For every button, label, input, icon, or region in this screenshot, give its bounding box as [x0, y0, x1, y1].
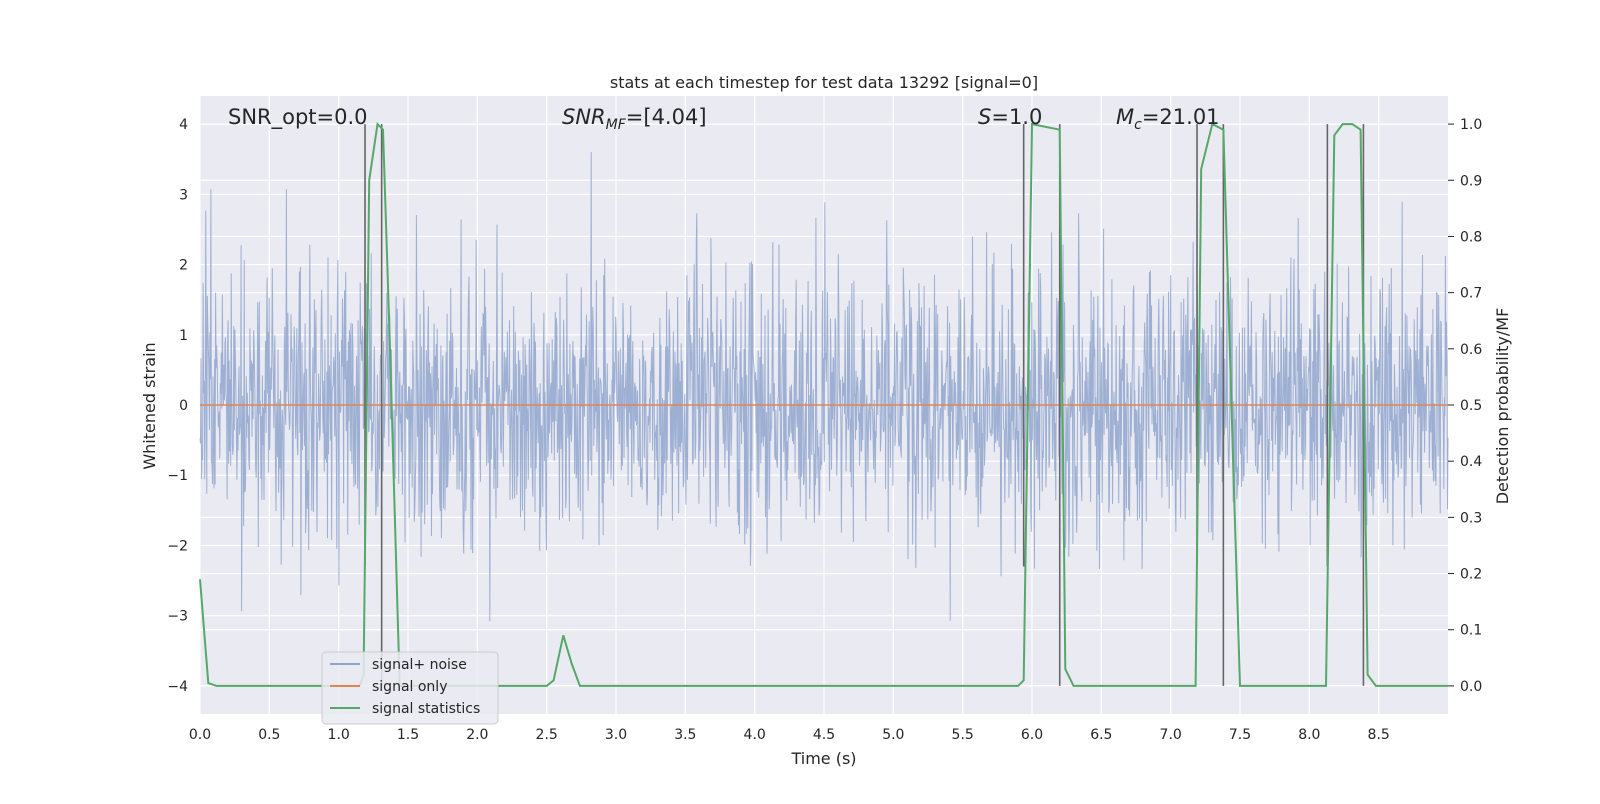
x-tick-label: 2.0: [466, 727, 488, 743]
y-tick-label-left: −4: [167, 679, 188, 695]
x-tick-label: 2.5: [536, 727, 558, 743]
y-tick-label-right: 0.7: [1460, 286, 1482, 302]
annotation-s-main: S: [978, 105, 991, 129]
y-tick-label-left: −3: [167, 609, 188, 625]
y-tick-label-right: 0.8: [1460, 229, 1482, 245]
annotation-snr-opt: SNR_opt=0.0: [228, 105, 368, 130]
x-tick-label: 5.5: [952, 727, 974, 743]
y-tick-label-right: 0.2: [1460, 567, 1482, 583]
x-axis-label: Time (s): [790, 749, 856, 768]
y-tick-label-left: 4: [179, 117, 188, 133]
y-tick-label-left: −2: [167, 538, 188, 554]
y-tick-label-right: 0.3: [1460, 510, 1482, 526]
y-tick-label-right: 0.0: [1460, 679, 1482, 695]
x-tick-label: 3.5: [674, 727, 696, 743]
y-tick-label-right: 0.5: [1460, 398, 1482, 414]
x-tick-label: 1.0: [328, 727, 350, 743]
legend-label-signal-noise: signal+ noise: [372, 657, 467, 673]
y-tick-label-left: −1: [167, 468, 188, 484]
annotation-mc-main: M: [1116, 105, 1134, 129]
x-tick-label: 0.0: [189, 727, 211, 743]
y-tick-label-left: 2: [179, 258, 188, 274]
legend: signal+ noise signal only signal statist…: [321, 651, 499, 725]
legend-box: [321, 651, 499, 725]
y-tick-label-left: 1: [179, 328, 188, 344]
annotation-snr-mf-main: SNR: [562, 105, 606, 129]
annotation-snr-mf-sub: MF: [606, 117, 627, 133]
y-tick-label-left: 3: [179, 187, 188, 203]
y-axis-label-left: Whitened strain: [140, 342, 159, 469]
annotation-mc-sub: c: [1134, 117, 1142, 133]
legend-label-signal-only: signal only: [372, 679, 447, 695]
y-tick-label-right: 0.1: [1460, 623, 1482, 639]
signal-statistics-series: [199, 121, 1448, 687]
x-tick-label: 3.0: [605, 727, 627, 743]
annotation-mc-rest: =21.01: [1142, 105, 1220, 129]
signal-statistics-line: [199, 121, 1448, 687]
x-tick-label: 6.5: [1090, 727, 1112, 743]
annotation-snr-mf-rest: =[4.04]: [626, 105, 707, 129]
legend-label-signal-statistics: signal statistics: [372, 701, 480, 717]
y-tick-label-right: 1.0: [1460, 117, 1482, 133]
annotation-s: S=1.0: [978, 105, 1042, 129]
x-tick-label: 5.0: [882, 727, 904, 743]
annotation-s-rest: =1.0: [991, 105, 1042, 129]
signal-noise-series: [199, 152, 1449, 622]
x-tick-label: 1.5: [397, 727, 419, 743]
x-tick-label: 8.5: [1368, 727, 1390, 743]
x-tick-label: 8.0: [1298, 727, 1320, 743]
y-tick-label-right: 0.9: [1460, 173, 1482, 189]
y-tick-label-left: 0: [179, 398, 188, 414]
x-tick-label: 7.5: [1229, 727, 1251, 743]
y-tick-label-right: 0.4: [1460, 454, 1482, 470]
chart-title: stats at each timestep for test data 132…: [610, 73, 1038, 92]
x-tick-label: 6.0: [1021, 727, 1043, 743]
y-tick-label-right: 0.6: [1460, 342, 1482, 358]
ticks: 0.0 0.5 1.0 1.5 2.0 2.5 3.0 3.5 4.0 4.5 5.0 5.5 6.0 6…: [167, 117, 1482, 743]
signal-noise-line: [199, 152, 1449, 622]
y-axis-label-right: Detection probability/MF: [1493, 308, 1512, 505]
annotation-mc: Mc=21.01: [1116, 105, 1220, 133]
x-tick-label: 4.0: [744, 727, 766, 743]
x-tick-label: 7.0: [1160, 727, 1182, 743]
x-tick-label: 4.5: [813, 727, 835, 743]
annotation-snr-mf: SNRMF=[4.04]: [562, 105, 707, 133]
x-tick-label: 0.5: [258, 727, 280, 743]
